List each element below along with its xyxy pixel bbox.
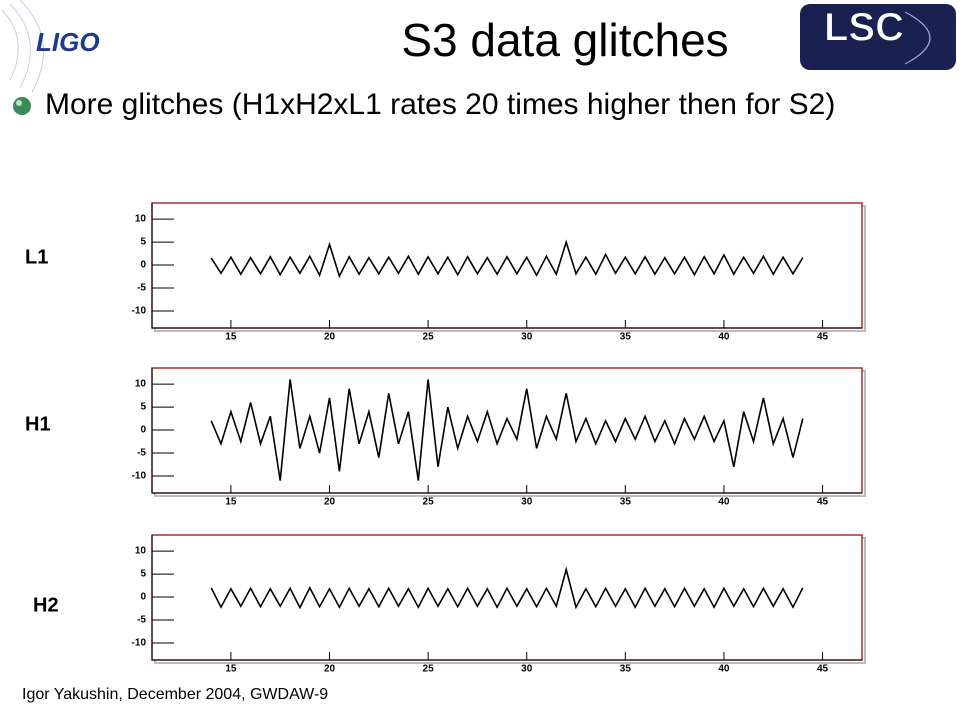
y-tick-label: 10: [135, 546, 147, 557]
badge-text: LSC: [824, 6, 904, 50]
ligo-arcs: [1, 0, 44, 93]
x-tick-label: 25: [423, 332, 435, 343]
x-tick-label: 40: [718, 497, 730, 508]
x-tick-label: 40: [718, 332, 730, 343]
x-tick-label: 20: [324, 332, 336, 343]
logo: LIGO: [36, 27, 100, 57]
x-tick-label: 45: [817, 497, 829, 508]
y-tick-label: 5: [140, 402, 146, 413]
x-tick-label: 25: [423, 497, 435, 508]
bullet-icon: [13, 97, 31, 115]
plot-frame: [151, 367, 863, 494]
x-tick-label: 15: [225, 664, 237, 675]
x-tick-label: 30: [521, 664, 533, 675]
y-tick-label: -5: [137, 448, 146, 459]
x-tick-label: 35: [620, 332, 632, 343]
y-tick-label: 10: [135, 379, 147, 390]
plot-frame: [151, 202, 863, 329]
x-tick-label: 40: [718, 664, 730, 675]
panel-label: H2: [33, 594, 59, 616]
panel-label: H1: [25, 413, 51, 435]
y-tick-label: -5: [137, 615, 146, 626]
x-tick-label: 45: [817, 332, 829, 343]
signal-trace: [210, 379, 804, 481]
plot-frame: [151, 534, 863, 661]
badge-arcs: [904, 11, 931, 65]
slide-title: S3 data glitches: [401, 14, 728, 66]
panel-label: L1: [25, 246, 48, 268]
x-tick-label: 45: [817, 664, 829, 675]
y-tick-label: -5: [137, 283, 146, 294]
bullet-text: More glitches (H1xH2xL1 rates 20 times h…: [45, 88, 836, 121]
y-tick-label: 0: [140, 592, 146, 603]
x-tick-label: 30: [521, 332, 533, 343]
bullet-highlight: [16, 100, 22, 106]
x-tick-label: 35: [620, 497, 632, 508]
y-tick-label: 0: [140, 425, 146, 436]
y-tick-label: -10: [132, 471, 147, 482]
x-tick-label: 15: [225, 497, 237, 508]
footer: Igor Yakushin, December 2004, GWDAW-9: [22, 686, 329, 703]
x-tick-label: 30: [521, 497, 533, 508]
y-tick-label: 5: [140, 237, 146, 248]
x-tick-label: 25: [423, 664, 435, 675]
signal-trace: [210, 566, 804, 610]
y-tick-label: 10: [135, 214, 147, 225]
y-tick-label: -10: [132, 638, 147, 649]
x-tick-label: 20: [324, 497, 336, 508]
y-tick-label: 5: [140, 569, 146, 580]
y-tick-label: 0: [140, 260, 146, 271]
x-tick-label: 20: [324, 664, 336, 675]
x-tick-label: 35: [620, 664, 632, 675]
signal-trace: [210, 239, 804, 279]
badge-bg: [800, 4, 956, 70]
x-tick-label: 15: [225, 332, 237, 343]
y-tick-label: -10: [132, 306, 147, 317]
